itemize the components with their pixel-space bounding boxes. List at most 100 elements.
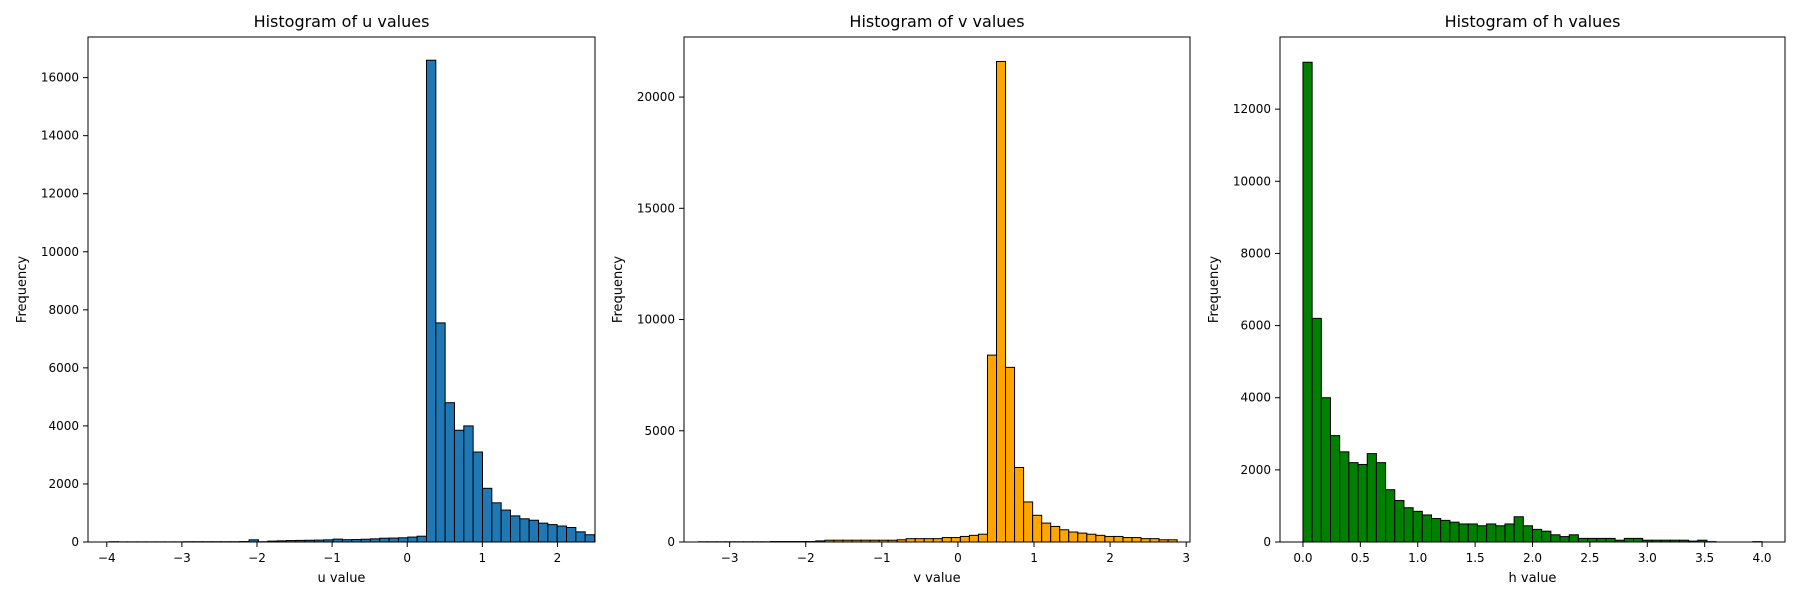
histogram-panel-1: −4 −3 −2 −1 0 1 2 0 2000 4000 6000 8000 10000 12000 14… <box>15 12 596 586</box>
histogram-bar <box>941 537 952 543</box>
x-tick-label: −2 <box>248 551 266 565</box>
x-tick-label: 3.5 <box>1695 551 1714 565</box>
chart-title: Histogram of v values <box>849 12 1024 31</box>
histogram-bar <box>1014 466 1025 543</box>
histogram-bar <box>1559 536 1570 543</box>
y-tick-label: 12000 <box>1233 102 1271 116</box>
histogram-bar <box>1458 523 1469 543</box>
histogram-panel-2: −3 −2 −1 0 1 2 3 0 5000 10000 15000 20000 Histogram … <box>611 12 1191 586</box>
y-tick-label: 5000 <box>644 424 675 438</box>
histogram-bar <box>1486 523 1497 543</box>
histogram-bar <box>1059 529 1070 543</box>
x-tick-label: −3 <box>173 551 191 565</box>
histogram-bar <box>1394 500 1405 543</box>
histogram-bar <box>1068 531 1079 543</box>
y-tick-label: 10000 <box>1233 174 1271 188</box>
histogram-bar <box>1122 537 1133 543</box>
x-tick-label: 0 <box>954 551 962 565</box>
histogram-bar <box>547 524 558 543</box>
x-tick-label: 0.0 <box>1293 551 1312 565</box>
x-tick-label: 2.5 <box>1580 551 1599 565</box>
histogram-bar <box>914 538 925 543</box>
histogram-bar <box>1005 366 1016 543</box>
histogram-bar <box>1596 537 1607 543</box>
y-tick-label: 6000 <box>1240 319 1271 333</box>
histogram-panel-3: 0.0 0.5 1.0 1.5 2.0 2.5 3.0 3.5 4.0 0 2000 4000 6000… <box>1207 12 1786 586</box>
histogram-bar <box>1041 522 1052 543</box>
y-tick-label: 0 <box>667 535 675 549</box>
histogram-bar <box>575 531 586 543</box>
histogram-bar <box>472 451 483 543</box>
y-tick-label: 0 <box>71 535 79 549</box>
histogram-bar <box>1149 538 1160 543</box>
histogram-bar <box>1440 519 1451 543</box>
histogram-bar <box>1513 516 1524 543</box>
histogram-bar <box>453 429 465 543</box>
histogram-bar <box>959 535 970 543</box>
histogram-bar <box>923 538 934 543</box>
axes-frame <box>683 36 1191 543</box>
histogram-bar <box>1330 435 1341 543</box>
histogram-bar <box>986 354 998 543</box>
x-tick-label: −3 <box>721 551 739 565</box>
x-tick-label: −2 <box>797 551 815 565</box>
histogram-bar <box>977 533 988 543</box>
histogram-bar <box>379 537 390 543</box>
histogram-bar <box>1375 462 1387 543</box>
histogram-bar <box>1412 510 1423 543</box>
x-tick-label: 2.0 <box>1523 551 1542 565</box>
histogram-bar <box>1431 518 1442 543</box>
histogram-bar <box>1605 537 1616 543</box>
histogram-bar <box>435 322 446 543</box>
x-tick-label: 2 <box>554 551 562 565</box>
histogram-bar <box>1385 489 1396 543</box>
histogram-bar <box>1311 317 1322 543</box>
histogram-bar <box>1633 537 1644 543</box>
histogram-bar <box>528 519 540 543</box>
histogram-bar <box>538 522 549 543</box>
histogram-bar <box>566 526 577 543</box>
histogram-bar <box>1421 514 1432 543</box>
histogram-bar <box>1077 532 1088 543</box>
histogram-bar <box>1495 525 1506 543</box>
y-tick-label: 2000 <box>1240 463 1271 477</box>
histogram-bar <box>1522 525 1533 543</box>
y-tick-label: 8000 <box>48 303 79 317</box>
y-tick-label: 20000 <box>637 90 675 104</box>
x-tick-label: 1 <box>479 551 487 565</box>
chart-title: Histogram of u values <box>254 12 430 31</box>
histogram-bar <box>905 538 916 543</box>
y-tick-label: 10000 <box>637 313 675 327</box>
histogram-bar <box>1113 535 1124 543</box>
histogram-bar <box>1023 501 1034 543</box>
histogram-bar <box>1403 507 1414 543</box>
y-axis-label: Frequency <box>1207 256 1222 323</box>
y-tick-label: 16000 <box>41 71 79 85</box>
histogram-bar <box>1532 528 1543 543</box>
histogram-bar <box>556 525 568 543</box>
x-tick-label: 0 <box>403 551 411 565</box>
y-tick-label: 15000 <box>637 201 675 215</box>
x-tick-label: 2 <box>1106 551 1114 565</box>
histogram-bar <box>1467 523 1478 543</box>
x-axis-label: h value <box>1509 571 1557 586</box>
y-tick-label: 4000 <box>48 419 79 433</box>
histogram-bar <box>1095 534 1106 543</box>
x-tick-label: 3 <box>1182 551 1190 565</box>
histogram-bar <box>1348 462 1359 543</box>
histogram-bar <box>1302 61 1313 543</box>
histogram-bar <box>584 534 596 543</box>
histogram-bar <box>407 536 418 543</box>
y-tick-label: 6000 <box>48 361 79 375</box>
histogram-bar <box>463 425 474 543</box>
histogram-bar <box>1587 537 1598 543</box>
x-tick-label: 1.0 <box>1408 551 1427 565</box>
chart-title: Histogram of h values <box>1445 12 1621 31</box>
histogram-bar <box>950 537 961 543</box>
histogram-bar <box>1504 523 1515 543</box>
histogram-bar <box>1357 463 1368 543</box>
histogram-bar <box>500 509 512 543</box>
histogram-bar <box>397 537 409 543</box>
x-tick-label: −1 <box>323 551 341 565</box>
histogram-bar <box>425 59 437 543</box>
